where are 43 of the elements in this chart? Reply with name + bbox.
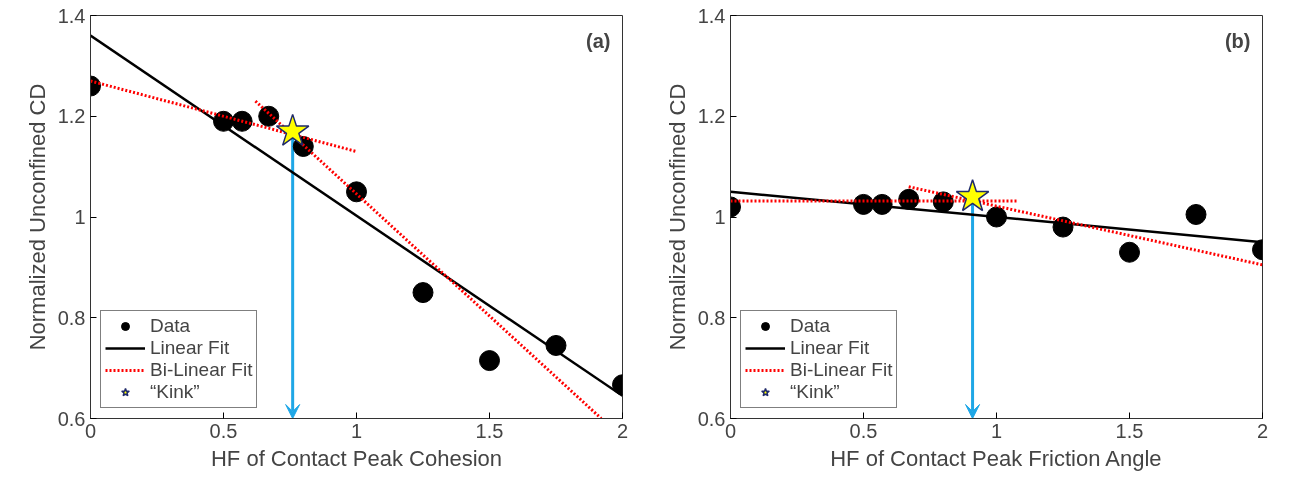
y-tick-label: 1.4 <box>697 4 726 27</box>
x-axis-title: HF of Contact Peak Cohesion <box>210 445 503 471</box>
x-tick-label: 1.5 <box>1115 419 1144 442</box>
x-tick-label: 1 <box>990 419 1003 442</box>
legend-label: Data <box>150 315 191 337</box>
x-tick-label: 0 <box>724 419 737 442</box>
y-tick-label: 1.2 <box>697 105 726 128</box>
point <box>346 181 367 203</box>
annotation: (b) <box>1224 29 1251 52</box>
y-tick-label: 0.6 <box>57 407 86 430</box>
annotation: (a) <box>586 29 611 52</box>
point <box>479 350 500 372</box>
legend-label: “Kink” <box>150 381 200 403</box>
x-tick-label: 0.5 <box>209 419 238 442</box>
x-tick-label: 2 <box>616 419 629 442</box>
point <box>1185 204 1207 225</box>
x-tick-label: 2 <box>1256 419 1269 442</box>
legend-label: Bi-Linear Fit <box>150 359 253 381</box>
x-tick-label: 0.5 <box>849 419 878 442</box>
x-tick-label: 1 <box>350 419 363 442</box>
y-tick-label: 1.4 <box>57 4 86 27</box>
point <box>1119 241 1140 263</box>
y-tick-label: 1 <box>74 206 86 228</box>
y-tick-label: 0.8 <box>57 306 86 329</box>
x-axis-title: HF of Contact Peak Friction Angle <box>830 445 1162 471</box>
point <box>258 105 280 127</box>
legend-label: Linear Fit <box>790 337 870 359</box>
point <box>412 282 434 304</box>
legend-label: “Kink” <box>790 381 840 403</box>
y-tick-label: 1 <box>714 206 726 228</box>
y-tick-label: 1.2 <box>57 105 86 128</box>
point <box>275 113 310 146</box>
legend-label: Data <box>790 315 831 337</box>
y-tick-label: 0.8 <box>697 306 726 329</box>
x-tick-label: 1.5 <box>475 419 504 442</box>
y-tick-label: 0.6 <box>697 407 726 430</box>
legend-label: Bi-Linear Fit <box>790 359 893 381</box>
y-axis-title: Normalized Unconfined CD <box>24 83 50 351</box>
legend-label: Linear Fit <box>150 337 230 359</box>
point <box>955 179 990 212</box>
x-tick-label: 0 <box>84 419 97 442</box>
y-axis-title: Normalized Unconfined CD <box>664 83 690 351</box>
point <box>231 110 253 132</box>
